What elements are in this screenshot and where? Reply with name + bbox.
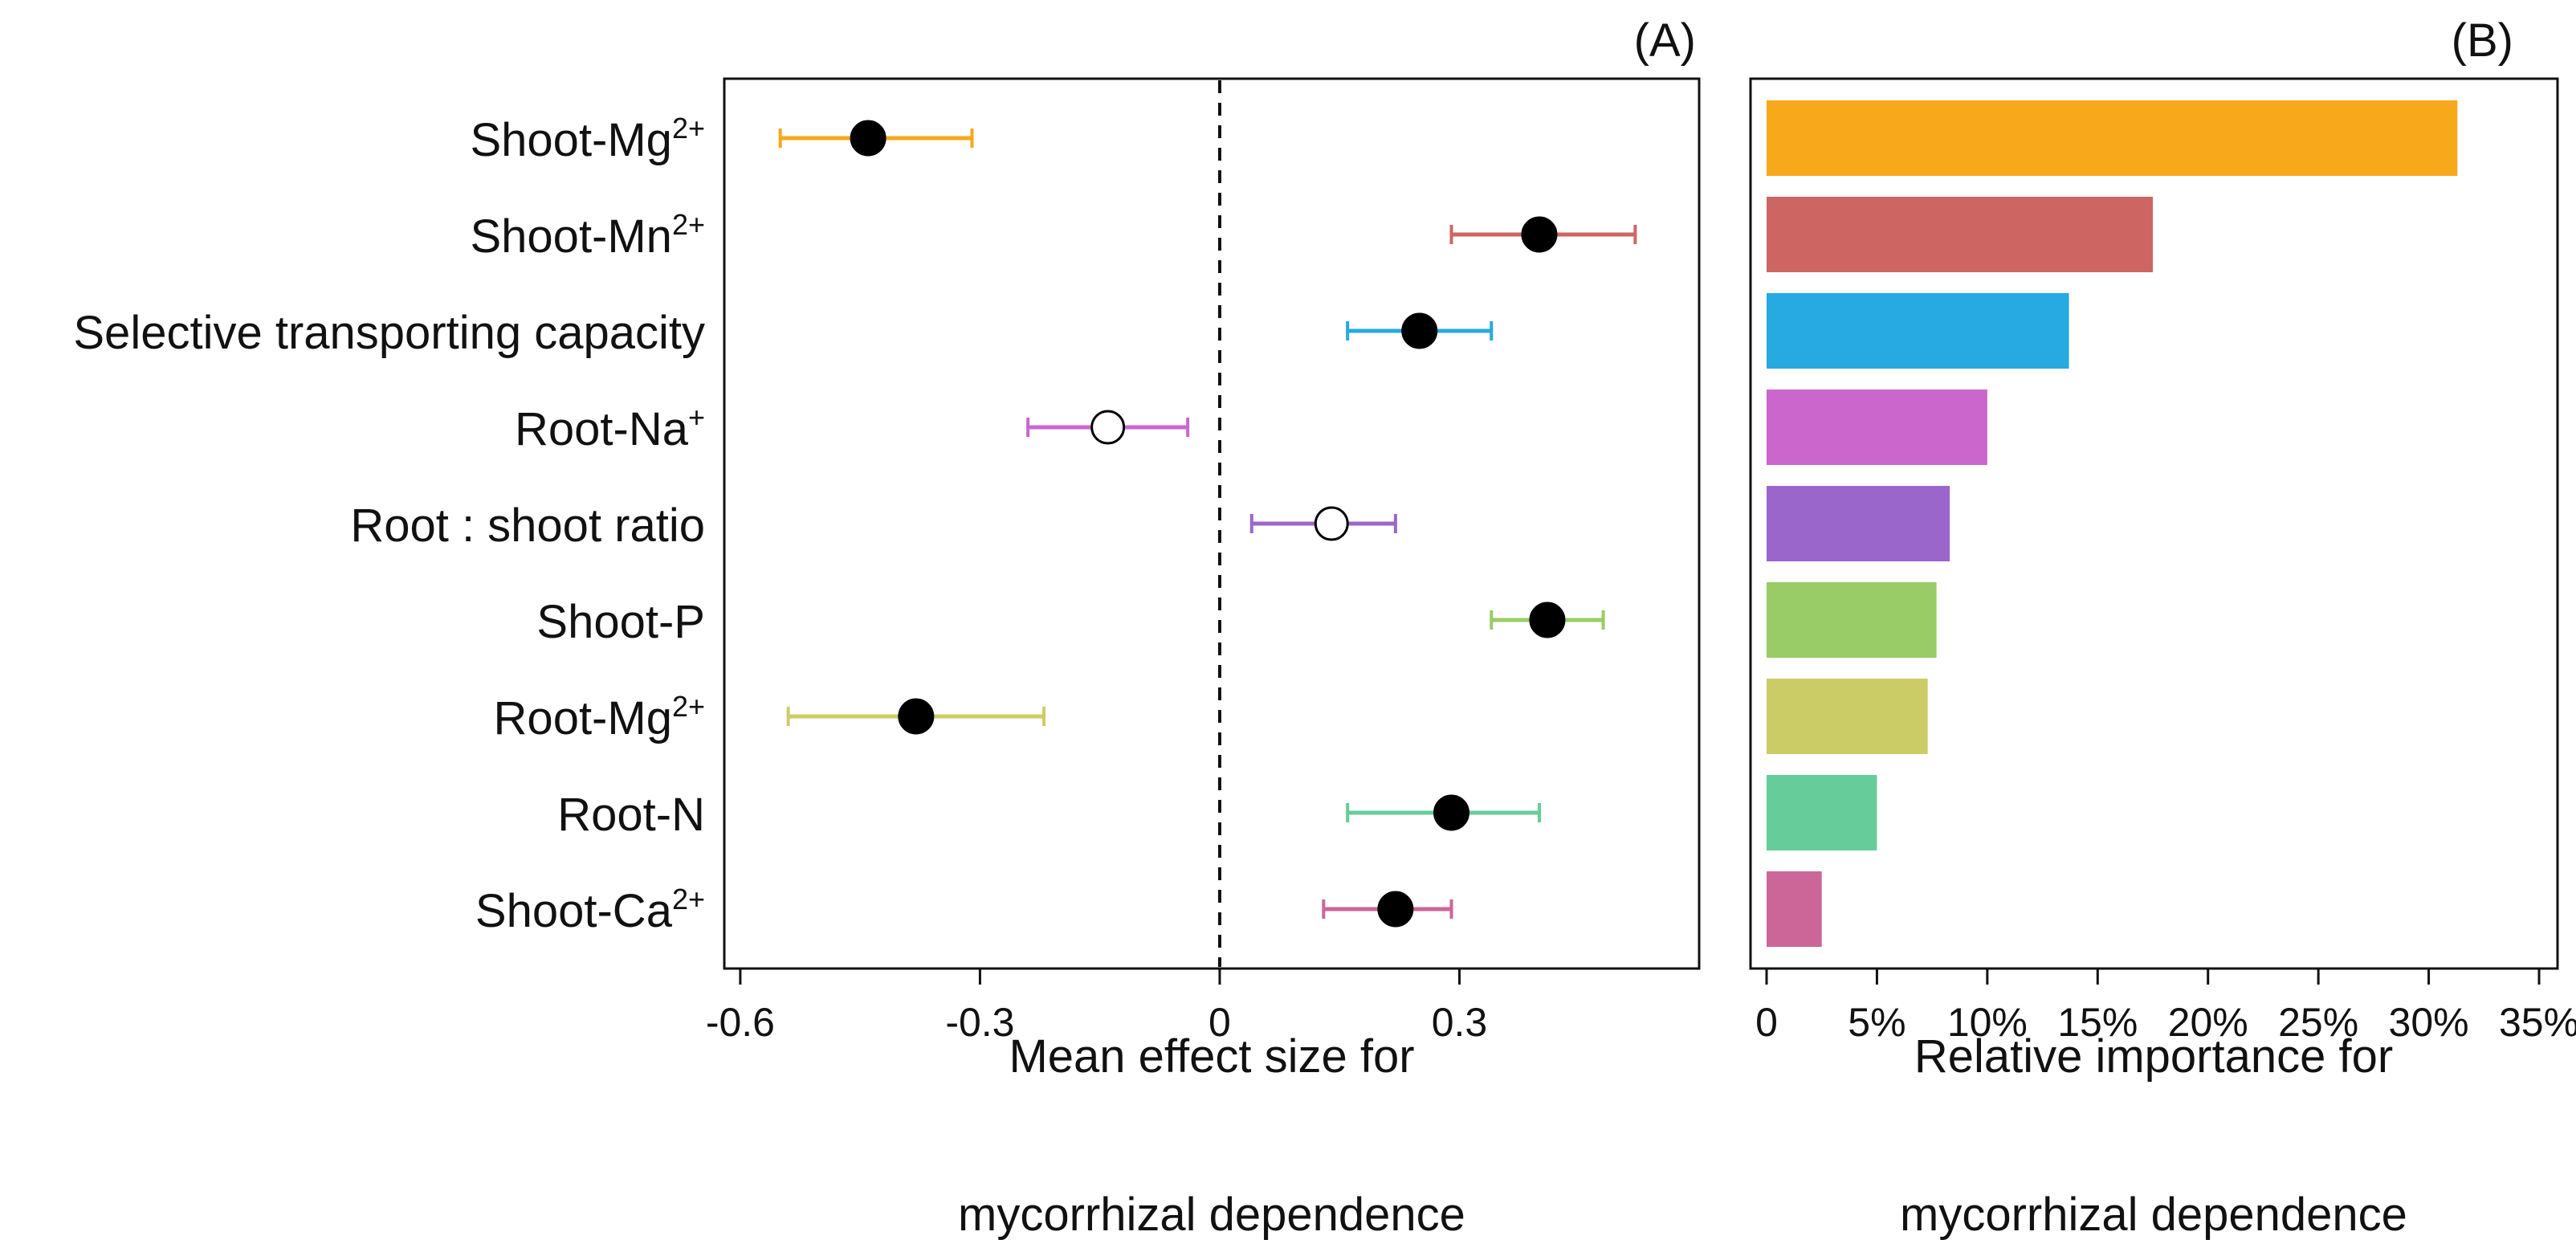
category-label: Shoot-Ca2+ [475,883,705,937]
nonsignificant-point [1314,506,1349,541]
category-label: Shoot-Mg2+ [470,112,705,166]
category-labels: Shoot-Mg2+ Shoot-Mn2+ Selective transporti… [73,112,705,937]
significant-point [1377,891,1414,928]
importance-bar [1767,871,1822,947]
category-label: Root-N [557,789,705,841]
panel-b-frame [1749,77,2559,970]
panel-a-xlabel-line1: Mean effect size for [1009,1030,1414,1083]
importance-bar [1767,293,2069,369]
x-tick-label: 30% [2389,1000,2469,1045]
category-label: Shoot-P [536,596,705,648]
importance-bar [1767,389,1987,465]
x-tick-label: 0.3 [1432,1000,1488,1045]
significant-point [850,120,887,157]
significant-point [898,698,935,735]
x-tick-label: 25% [2278,1000,2358,1045]
effect-points [850,120,1566,928]
x-tick-label: 0 [1209,1000,1231,1045]
category-label: Root : shoot ratio [350,500,705,552]
panel-a-frame [723,77,1701,970]
importance-bar [1767,679,1928,754]
importance-bar [1767,486,1950,561]
panel-b-xlabel-line2: mycorrhizal dependence [1900,1189,2407,1241]
x-tick-label: -0.6 [706,1000,775,1045]
category-label: Root-Mg2+ [494,690,705,744]
panel-b-relative-importance: 0 5% 10% 15% 20% 25% 30% 35% (B) Relative impor… [1749,14,2576,1241]
category-label: Shoot-Mn2+ [470,208,705,263]
significant-point [1521,216,1558,253]
significant-point [1401,312,1438,349]
importance-bar [1767,775,1877,850]
importance-bar [1767,197,2153,272]
panel-a-label: (A) [1634,14,1696,67]
x-tick-label: 0 [1755,1000,1778,1045]
x-tick-label: -0.3 [945,1000,1014,1045]
panel-b-label: (B) [2452,14,2513,67]
panel-b-x-axis: 0 5% 10% 15% 20% 25% 30% 35% [1755,969,2576,1045]
significant-point [1433,794,1470,831]
x-tick-label: 15% [2057,1000,2138,1045]
importance-bars [1767,100,2458,947]
panel-b-xlabel-line1: Relative importance for [1914,1030,2393,1083]
error-bars [778,128,1637,919]
category-label: Root-Na+ [515,401,705,455]
importance-bar [1767,582,1937,658]
significant-point [1529,602,1566,638]
importance-bar [1767,100,2458,176]
x-tick-label: 10% [1947,1000,2028,1045]
panel-a-x-axis: -0.6 -0.3 0 0.3 [706,969,1487,1045]
x-tick-label: 35% [2499,1000,2576,1045]
category-label: Selective transporting capacity [73,307,705,359]
x-tick-label: 20% [2168,1000,2248,1045]
nonsignificant-point [1090,410,1126,445]
panel-a-effect-size: Shoot-Mg2+ Shoot-Mn2+ Selective transporti… [73,14,1701,1241]
panel-a-xlabel-line2: mycorrhizal dependence [958,1189,1465,1241]
x-tick-label: 5% [1848,1000,1906,1045]
